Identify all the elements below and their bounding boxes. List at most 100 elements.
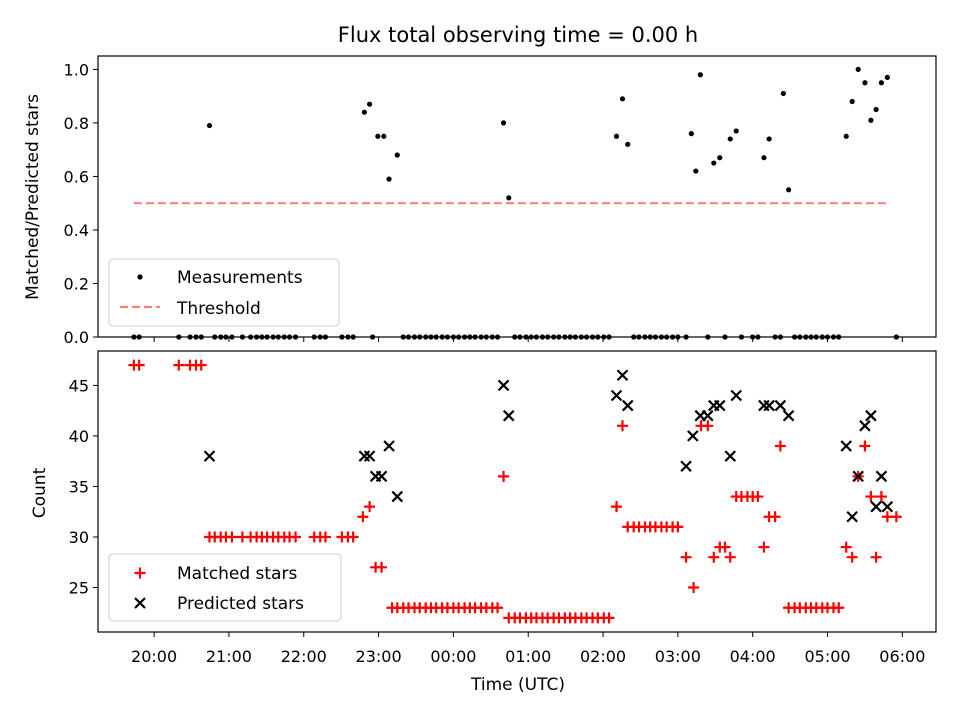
count-y-tick-label: 30 xyxy=(69,528,89,547)
matched-star-point xyxy=(865,491,877,503)
matched-star-point xyxy=(708,551,720,563)
predicted-star-point xyxy=(865,409,877,422)
count-panel: 25 30 35 40 45 20:00 21:00 22:00 23:00 00:00 01:00… xyxy=(30,350,937,695)
count-y-axis-label: Count xyxy=(30,467,50,518)
matched-star-point xyxy=(870,551,882,563)
matched-star-point xyxy=(364,501,376,513)
x-tick-label: 23:00 xyxy=(356,647,402,666)
measurement-point xyxy=(873,106,879,113)
predicted-star-point xyxy=(875,470,888,483)
measurement-point xyxy=(688,131,694,137)
matched-star-point xyxy=(616,420,628,432)
predicted-star-point xyxy=(840,440,852,452)
ratio-legend-box xyxy=(108,258,340,327)
measurement-point xyxy=(697,72,703,78)
measurement-point xyxy=(717,155,723,161)
x-tick-label: 03:00 xyxy=(655,647,701,666)
predicted-star-point xyxy=(724,450,737,462)
measurement-point xyxy=(613,133,620,139)
x-tick-label: 01:00 xyxy=(505,647,551,666)
predicted-star-point xyxy=(502,409,515,422)
matched-star-point xyxy=(672,521,684,533)
count-y-tick-label: 25 xyxy=(69,579,89,598)
x-tick-label: 21:00 xyxy=(206,647,252,666)
measurement-point xyxy=(361,109,367,115)
measurement-point xyxy=(506,195,512,201)
measurement-point xyxy=(500,120,507,126)
count-legend-box xyxy=(108,553,342,622)
measurement-point xyxy=(394,152,400,158)
ratio-y-tick-label: 0.6 xyxy=(64,167,89,186)
legend-threshold-label: Threshold xyxy=(176,299,261,319)
predicted-star-point xyxy=(730,389,743,402)
count-axes-frame xyxy=(97,350,937,633)
predicted-star-point xyxy=(782,409,795,422)
x-axis-label: Time (UTC) xyxy=(470,675,565,695)
matched-star-point xyxy=(875,491,887,503)
measurement-point xyxy=(862,80,868,86)
matched-star-point xyxy=(319,531,331,543)
matched-star-point xyxy=(758,541,770,553)
predicted-star-point xyxy=(881,500,894,513)
x-tick-label: 06:00 xyxy=(879,647,925,666)
matched-star-point xyxy=(611,501,623,513)
measurement-point xyxy=(625,141,631,147)
legend-predicted-label: Predicted stars xyxy=(177,594,304,614)
measurement-point xyxy=(693,168,699,174)
matched-star-point xyxy=(702,420,714,432)
measurement-point xyxy=(733,128,739,134)
matched-star-point xyxy=(680,551,692,563)
chart-title: Flux total observing time = 0.00 h xyxy=(338,23,698,47)
ratio-y-axis-label: Matched/Predicted stars xyxy=(23,94,43,300)
ratio-legend: Measurements Threshold xyxy=(108,258,340,327)
count-y-tick-label: 35 xyxy=(69,477,89,496)
measurement-point xyxy=(619,96,626,102)
matched-star-point xyxy=(724,551,736,563)
measurement-point xyxy=(761,155,767,161)
predicted-star-point xyxy=(852,470,864,483)
measurement-point xyxy=(884,74,890,81)
measurement-point xyxy=(766,136,772,142)
predicted-star-point xyxy=(375,470,388,483)
ratio-y-tick-label: 1.0 xyxy=(64,60,89,79)
x-tick-label: 20:00 xyxy=(131,647,177,666)
matched-star-point xyxy=(195,359,207,371)
matched-star-point xyxy=(688,582,700,594)
matched-star-point xyxy=(833,602,845,614)
matched-star-point xyxy=(840,541,852,553)
predicted-star-point xyxy=(870,500,882,513)
matched-star-point xyxy=(859,440,871,452)
measurement-point xyxy=(849,98,855,105)
measurement-point xyxy=(727,136,733,142)
measurement-point xyxy=(206,122,213,129)
predicted-star-point xyxy=(763,399,775,412)
predicted-star-point xyxy=(774,399,787,412)
x-tick-label: 02:00 xyxy=(580,647,626,666)
predicted-star-point xyxy=(363,450,376,462)
predicted-star-point xyxy=(713,399,726,412)
legend-measurements-label: Measurements xyxy=(177,268,303,288)
matched-star-point xyxy=(719,541,731,553)
measurement-point xyxy=(786,187,792,193)
matched-star-point xyxy=(133,359,145,371)
ratio-axes-frame xyxy=(97,55,937,338)
matched-star-point xyxy=(498,470,510,482)
measurement-point xyxy=(855,66,861,72)
matched-star-point xyxy=(226,531,238,543)
predicted-star-point xyxy=(616,369,629,382)
x-tick-label: 05:00 xyxy=(804,647,850,666)
predicted-star-point xyxy=(203,450,216,462)
matched-star-point xyxy=(752,491,764,503)
matched-star-point xyxy=(603,612,615,624)
predicted-star-point xyxy=(687,430,699,442)
matched-star-point xyxy=(774,440,786,452)
measurement-point xyxy=(386,176,392,182)
matched-star-point xyxy=(173,359,185,371)
measurement-point xyxy=(367,101,373,107)
predicted-star-point xyxy=(621,399,634,412)
ratio-y-tick-label: 0.4 xyxy=(64,221,89,240)
predicted-star-point xyxy=(391,490,404,503)
matched-star-point xyxy=(347,531,359,543)
predicted-star-point xyxy=(383,440,395,452)
x-tick-label: 04:00 xyxy=(730,647,776,666)
